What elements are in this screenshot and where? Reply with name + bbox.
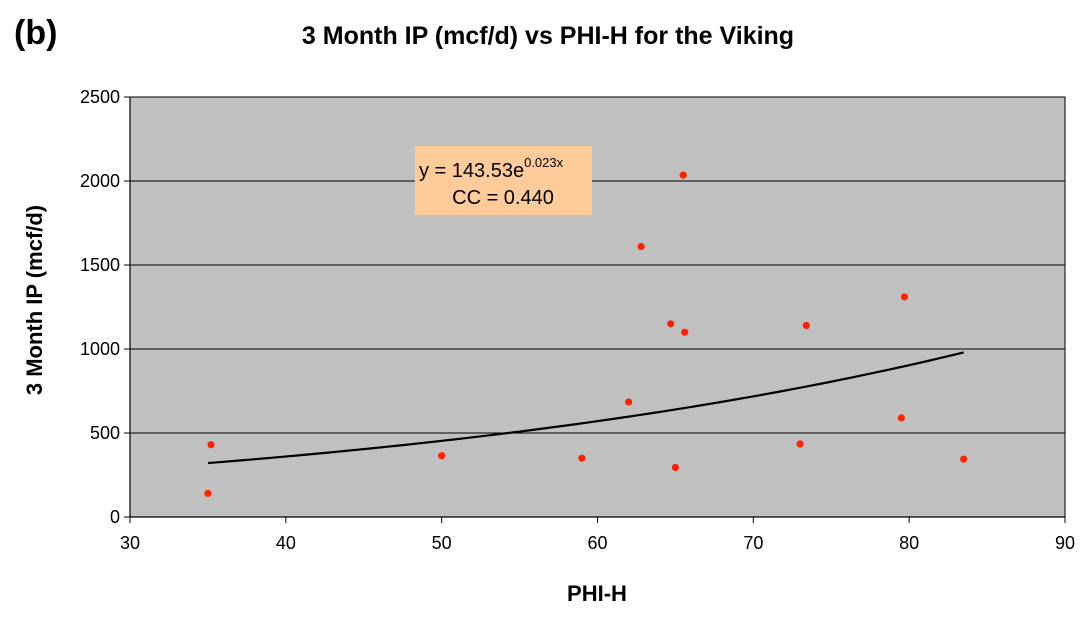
y-axis-title: 3 Month IP (mcf/d) bbox=[22, 205, 47, 395]
data-points bbox=[204, 171, 968, 498]
equation-prefix: y = 143.53e bbox=[419, 160, 524, 182]
data-point bbox=[578, 454, 586, 462]
data-point bbox=[207, 441, 215, 449]
x-tick-label: 80 bbox=[899, 533, 919, 553]
data-point bbox=[900, 293, 909, 301]
data-point bbox=[960, 455, 968, 463]
data-point bbox=[625, 398, 633, 406]
correlation-text: CC = 0.440 bbox=[452, 187, 554, 209]
y-tick-label: 2000 bbox=[80, 171, 120, 191]
x-tick-label: 60 bbox=[587, 533, 607, 553]
y-tick-label: 2500 bbox=[80, 87, 120, 107]
y-tick-label: 1000 bbox=[80, 339, 120, 359]
data-point bbox=[204, 489, 212, 498]
gridlines bbox=[130, 180, 1065, 434]
data-point bbox=[802, 321, 810, 330]
y-tick-label: 500 bbox=[90, 423, 120, 443]
data-point bbox=[637, 242, 645, 251]
y-tick-labels: 0 500 1000 1500 2000 2500 bbox=[80, 87, 130, 527]
y-tick-label: 1500 bbox=[80, 255, 120, 275]
chart-title: 3 Month IP (mcf/d) vs PHI-H for the Viki… bbox=[302, 22, 794, 50]
equation-box: y = 143.53e0.023x CC = 0.440 bbox=[415, 146, 592, 215]
equation-box-background bbox=[415, 146, 592, 215]
plot-area bbox=[129, 96, 1066, 518]
data-point bbox=[679, 171, 687, 179]
x-tick-label: 30 bbox=[120, 533, 140, 553]
y-tick-label: 0 bbox=[110, 507, 120, 527]
data-point bbox=[796, 440, 804, 448]
data-point bbox=[681, 328, 689, 336]
equation-exponent: 0.023x bbox=[524, 155, 564, 170]
equation-text: y = 143.53e0.023x bbox=[419, 155, 564, 182]
x-tick-labels: 30 40 50 60 70 80 90 bbox=[120, 517, 1075, 553]
x-tick-label: 90 bbox=[1055, 533, 1075, 553]
x-axis-title: PHI-H bbox=[567, 581, 627, 606]
trend-line bbox=[207, 351, 964, 465]
data-point bbox=[671, 463, 680, 472]
x-tick-label: 40 bbox=[276, 533, 296, 553]
data-point bbox=[897, 414, 905, 422]
x-tick-label: 50 bbox=[432, 533, 452, 553]
data-point bbox=[667, 320, 675, 328]
data-point bbox=[438, 452, 446, 460]
x-tick-label: 70 bbox=[743, 533, 763, 553]
panel-label: (b) bbox=[14, 14, 57, 52]
